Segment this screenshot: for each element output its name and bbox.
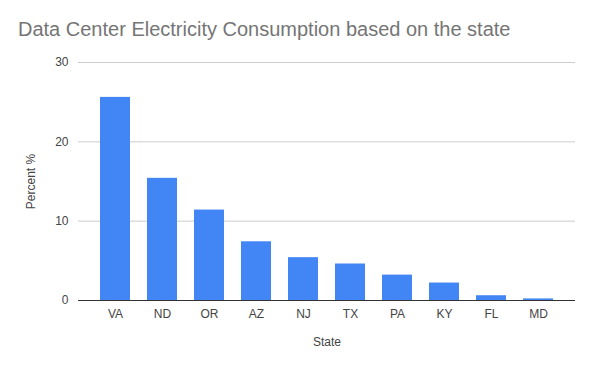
svg-text:TX: TX — [343, 307, 358, 321]
svg-text:MD: MD — [529, 307, 548, 321]
svg-text:FL: FL — [484, 307, 498, 321]
svg-text:Percent %: Percent % — [24, 153, 38, 209]
svg-text:10: 10 — [55, 214, 69, 228]
svg-text:PA: PA — [390, 307, 405, 321]
svg-text:KY: KY — [436, 307, 452, 321]
svg-text:OR: OR — [201, 307, 219, 321]
svg-text:20: 20 — [55, 135, 69, 149]
svg-text:State: State — [313, 335, 341, 349]
svg-text:30: 30 — [55, 55, 69, 69]
svg-text:AZ: AZ — [249, 307, 264, 321]
svg-text:VA: VA — [108, 307, 123, 321]
html-text:Data Center Electricity Consum: Data Center Electricity Consumption base… — [18, 18, 511, 40]
svg-text:ND: ND — [154, 307, 172, 321]
svg-text:0: 0 — [62, 293, 69, 307]
svg-text:NJ: NJ — [296, 307, 311, 321]
